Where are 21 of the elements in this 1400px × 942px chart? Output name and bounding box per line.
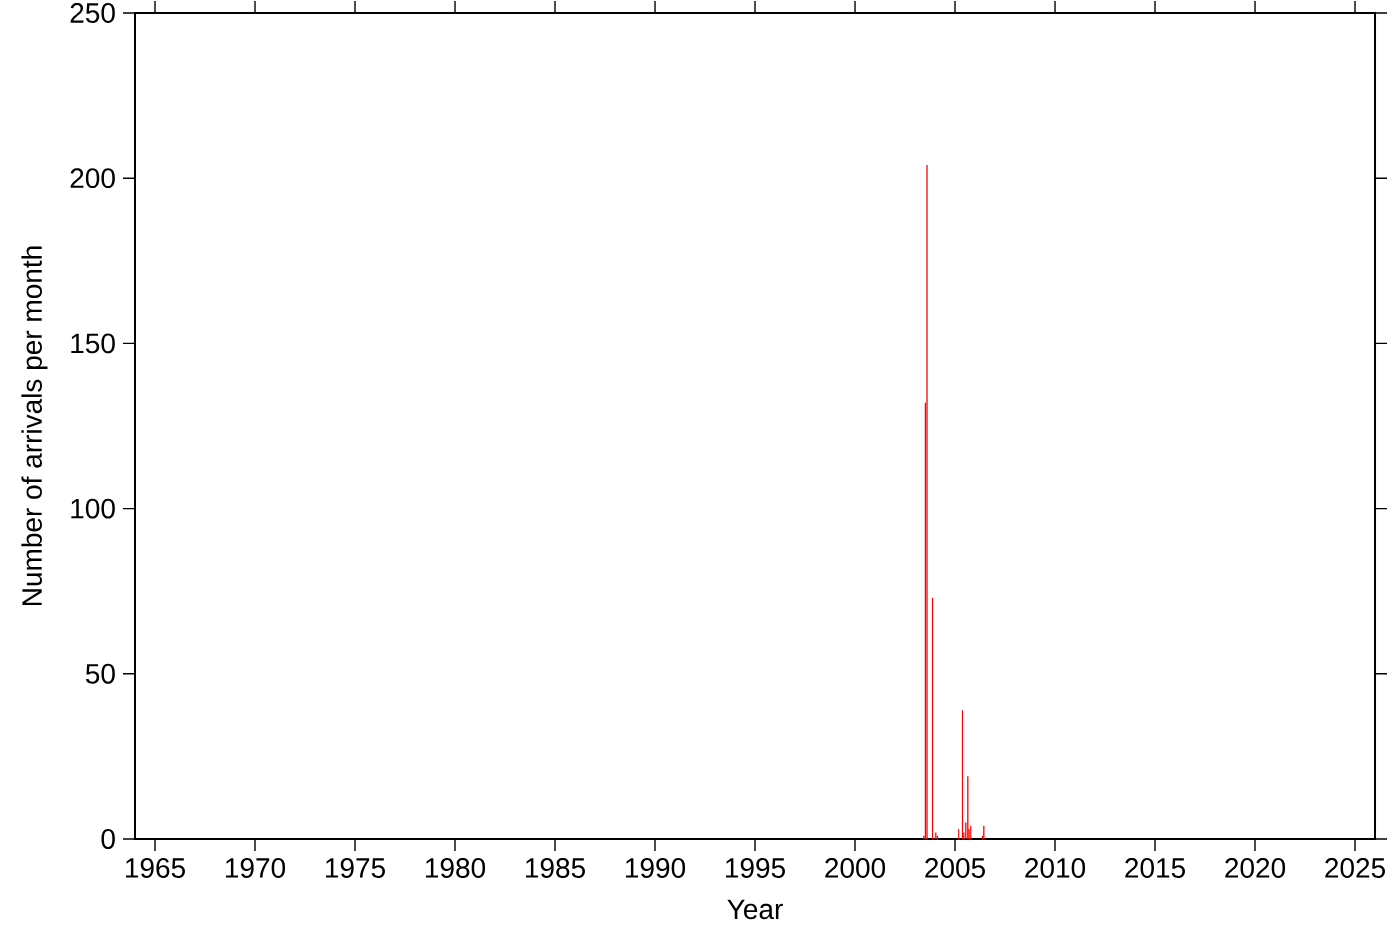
x-tick-label: 1970 <box>225 858 286 878</box>
y-tick-label: 50 <box>85 663 115 684</box>
y-tick-label: 100 <box>71 498 115 519</box>
x-tick-label: 1995 <box>726 858 785 878</box>
y-tick-label: 0 <box>101 829 115 849</box>
x-tick-label: 1980 <box>426 858 486 878</box>
x-tick-label: 2010 <box>1025 858 1086 878</box>
x-tick-label: 1965 <box>125 858 185 878</box>
x-tick-label: 1985 <box>526 858 585 878</box>
x-tick-label: 2000 <box>825 858 886 878</box>
x-tick-label: 2020 <box>1225 858 1286 878</box>
x-tick-label: 1990 <box>626 858 686 878</box>
y-axis-title: Number of arrivals per month <box>21 246 48 605</box>
x-tick-label: 2025 <box>1325 858 1385 878</box>
x-tick-label: 2015 <box>1125 858 1185 878</box>
y-tick-label: 250 <box>70 3 115 23</box>
x-tick-label: 1975 <box>326 858 385 878</box>
y-tick-label: 150 <box>71 333 115 354</box>
y-tick-label: 200 <box>70 168 115 189</box>
x-tick-label: 2005 <box>925 858 985 878</box>
x-axis-title: Year <box>727 899 783 920</box>
